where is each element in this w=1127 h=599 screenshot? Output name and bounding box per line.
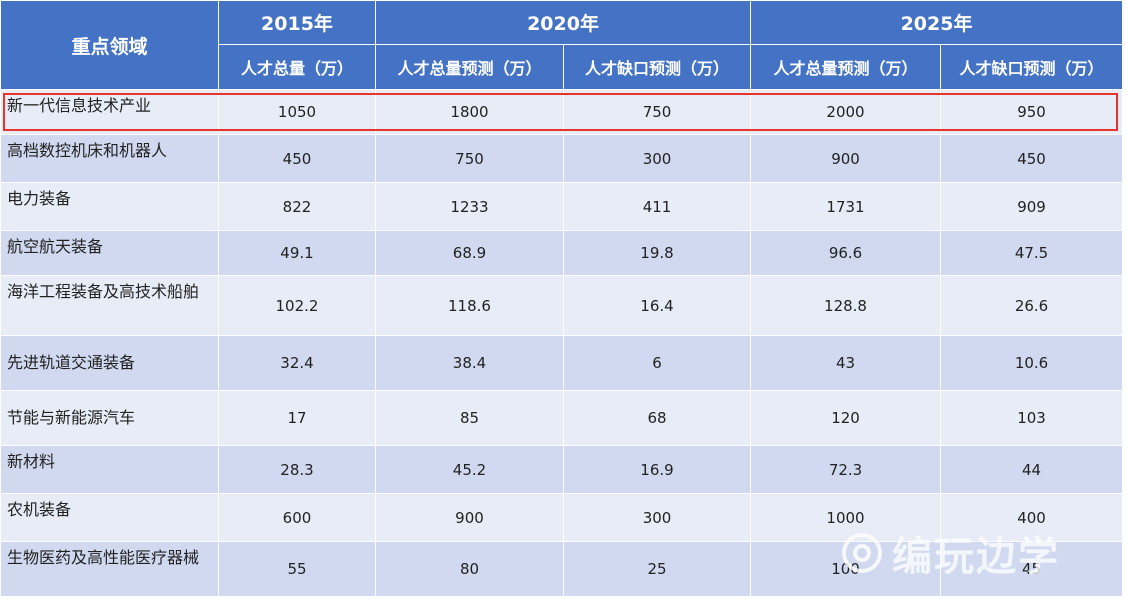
year-header-2025: 2025年 bbox=[750, 0, 1124, 45]
table-cell: 55 bbox=[218, 541, 376, 597]
row-label: 电力装备 bbox=[0, 182, 219, 231]
row-label: 先进轨道交通装备 bbox=[0, 335, 219, 391]
table-cell: 118.6 bbox=[375, 275, 564, 336]
table-cell: 450 bbox=[940, 134, 1124, 183]
table-cell: 85 bbox=[375, 390, 564, 446]
table-cell: 47.5 bbox=[940, 230, 1124, 276]
table-cell: 10.6 bbox=[940, 335, 1124, 391]
table-cell: 25 bbox=[562, 541, 752, 597]
table-cell: 909 bbox=[940, 182, 1124, 231]
table-cell: 80 bbox=[375, 541, 564, 597]
table-cell: 68.9 bbox=[375, 230, 564, 276]
table-cell: 2000 bbox=[750, 89, 942, 135]
table-cell: 1731 bbox=[750, 182, 942, 231]
table-cell: 1050 bbox=[218, 89, 376, 135]
table-cell: 44 bbox=[940, 445, 1124, 494]
table-cell: 750 bbox=[375, 134, 564, 183]
table-cell: 128.8 bbox=[750, 275, 942, 336]
table-cell: 1000 bbox=[750, 493, 942, 542]
table-cell: 26.6 bbox=[940, 275, 1124, 336]
table-cell: 68 bbox=[562, 390, 752, 446]
table-cell: 750 bbox=[562, 89, 752, 135]
table-cell: 300 bbox=[562, 134, 752, 183]
table-cell: 411 bbox=[562, 182, 752, 231]
table-row: 航空航天装备 49.1 68.9 19.8 96.6 47.5 bbox=[0, 230, 1124, 276]
row-label: 新一代信息技术产业 bbox=[0, 89, 219, 135]
row-label: 农机装备 bbox=[0, 493, 219, 542]
table-cell: 1233 bbox=[375, 182, 564, 231]
row-label: 高档数控机床和机器人 bbox=[0, 134, 219, 183]
table-row: 节能与新能源汽车 17 85 68 120 103 bbox=[0, 390, 1124, 446]
table-cell: 900 bbox=[750, 134, 942, 183]
subheader-2020-total: 人才总量预测（万） bbox=[375, 44, 564, 90]
table-cell: 32.4 bbox=[218, 335, 376, 391]
table-cell: 45.2 bbox=[375, 445, 564, 494]
table-cell: 950 bbox=[940, 89, 1124, 135]
table-cell: 900 bbox=[375, 493, 564, 542]
subheader-2025-gap: 人才缺口预测（万） bbox=[940, 44, 1124, 90]
table-cell: 822 bbox=[218, 182, 376, 231]
subheader-2020-gap: 人才缺口预测（万） bbox=[562, 44, 752, 90]
table-cell: 120 bbox=[750, 390, 942, 446]
table-cell: 300 bbox=[562, 493, 752, 542]
subheader-2025-total: 人才总量预测（万） bbox=[750, 44, 942, 90]
table-cell: 16.9 bbox=[562, 445, 752, 494]
table-cell: 1800 bbox=[375, 89, 564, 135]
row-label: 生物医药及高性能医疗器械 bbox=[0, 541, 219, 597]
table-row: 海洋工程装备及高技术船舶 102.2 118.6 16.4 128.8 26.6 bbox=[0, 275, 1124, 336]
table-cell: 49.1 bbox=[218, 230, 376, 276]
table-row: 高档数控机床和机器人 450 750 300 900 450 bbox=[0, 134, 1124, 183]
table-cell: 17 bbox=[218, 390, 376, 446]
table-cell: 400 bbox=[940, 493, 1124, 542]
table-cell: 72.3 bbox=[750, 445, 942, 494]
table-cell: 6 bbox=[562, 335, 752, 391]
table-cell: 103 bbox=[940, 390, 1124, 446]
table-cell: 96.6 bbox=[750, 230, 942, 276]
table-row: 新材料 28.3 45.2 16.9 72.3 44 bbox=[0, 445, 1124, 494]
table-cell: 16.4 bbox=[562, 275, 752, 336]
table-cell: 100 bbox=[750, 541, 942, 597]
year-header-2015: 2015年 bbox=[218, 0, 376, 45]
row-label: 海洋工程装备及高技术船舶 bbox=[0, 275, 219, 336]
subheader-2015-total: 人才总量（万） bbox=[218, 44, 376, 90]
table-cell: 450 bbox=[218, 134, 376, 183]
table-row: 先进轨道交通装备 32.4 38.4 6 43 10.6 bbox=[0, 335, 1124, 391]
table-cell: 600 bbox=[218, 493, 376, 542]
row-label: 新材料 bbox=[0, 445, 219, 494]
table-cell: 45 bbox=[940, 541, 1124, 597]
row-label: 节能与新能源汽车 bbox=[0, 390, 219, 446]
corner-header: 重点领域 bbox=[0, 0, 219, 90]
year-header-2020: 2020年 bbox=[374, 0, 752, 45]
table-row: 农机装备 600 900 300 1000 400 bbox=[0, 493, 1124, 542]
table-cell: 38.4 bbox=[375, 335, 564, 391]
table-cell: 19.8 bbox=[562, 230, 752, 276]
table-cell: 28.3 bbox=[218, 445, 376, 494]
table-row: 电力装备 822 1233 411 1731 909 bbox=[0, 182, 1124, 231]
table-cell: 43 bbox=[750, 335, 942, 391]
table-row: 生物医药及高性能医疗器械 55 80 25 100 45 bbox=[0, 541, 1124, 597]
row-label: 航空航天装备 bbox=[0, 230, 219, 276]
table-row: 新一代信息技术产业 1050 1800 750 2000 950 bbox=[0, 89, 1124, 135]
table-cell: 102.2 bbox=[218, 275, 376, 336]
